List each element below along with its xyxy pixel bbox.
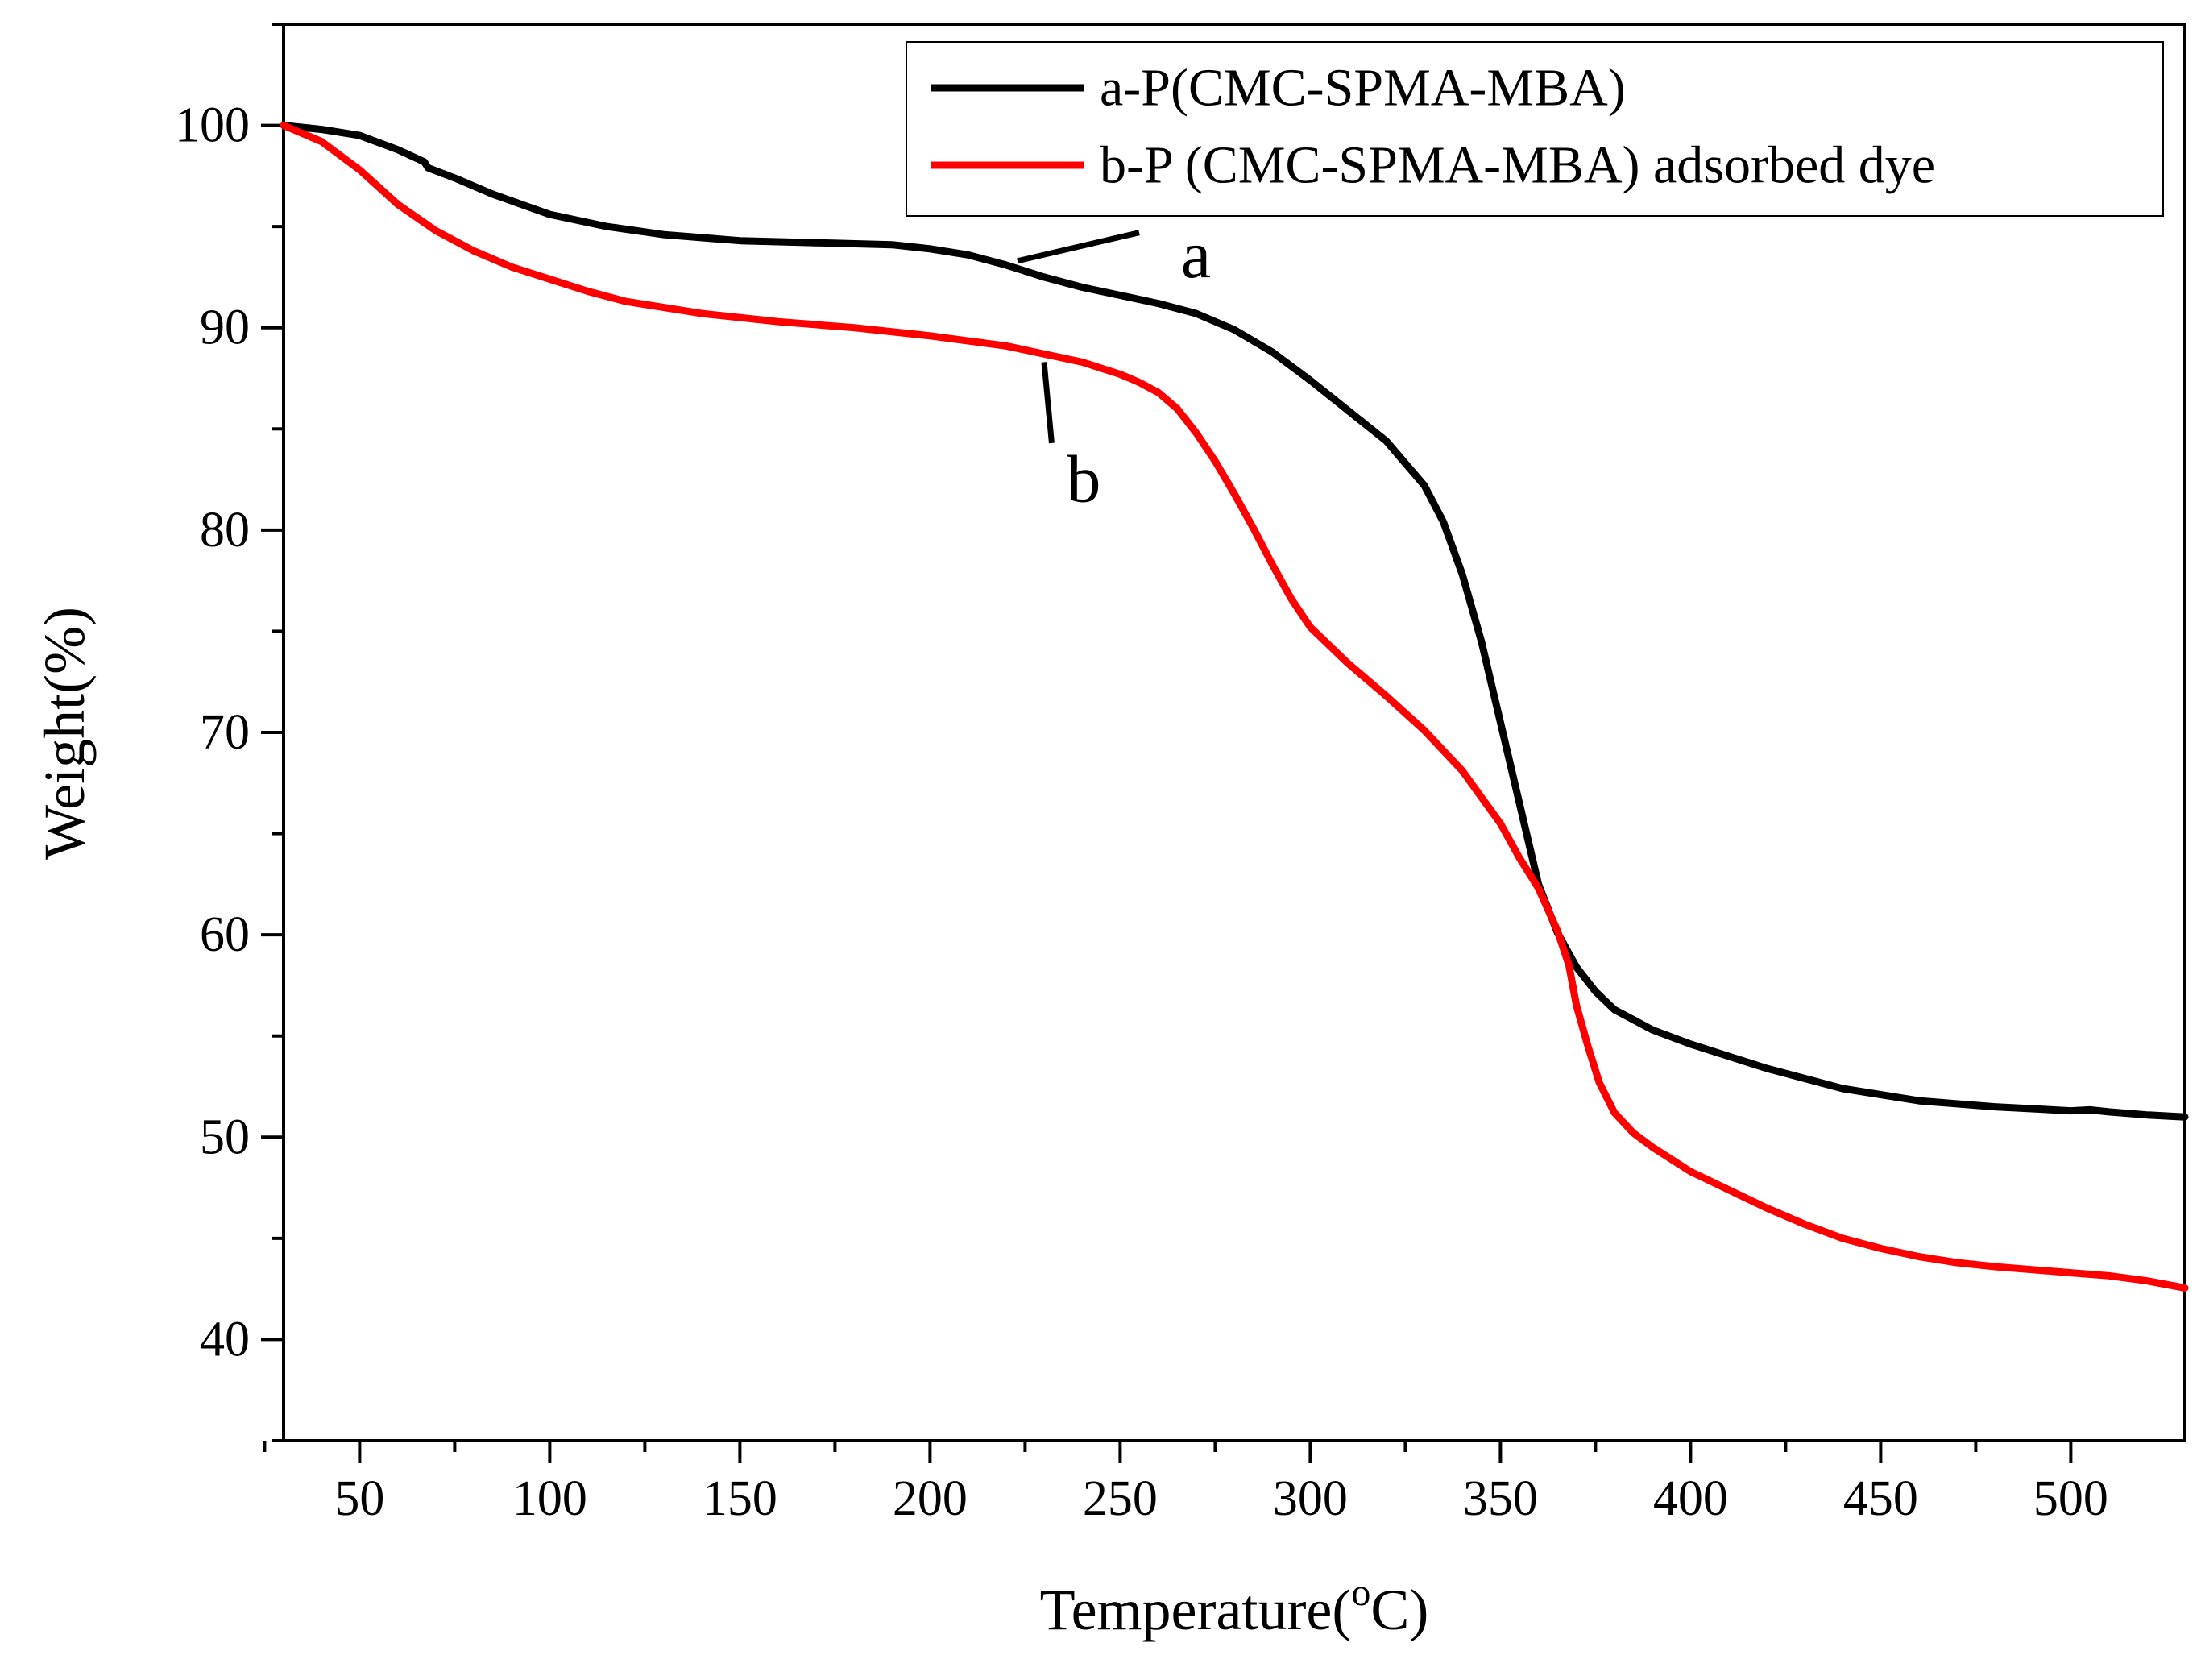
series-line-1 <box>280 122 2189 1292</box>
x-tick-label-450: 450 <box>1843 1471 1918 1526</box>
y-tick-label-70: 70 <box>200 705 250 760</box>
y-tick-label-40: 40 <box>200 1312 250 1367</box>
legend-box <box>906 41 2164 217</box>
curve-annotations: ab <box>1017 218 1211 517</box>
y-axis-label: Weight(%) <box>32 607 97 860</box>
data-series <box>280 122 2189 1292</box>
series-line-0 <box>280 122 2189 1121</box>
x-tick-label-300: 300 <box>1273 1471 1348 1526</box>
x-tick-label-150: 150 <box>703 1471 777 1526</box>
x-tick-label-50: 50 <box>334 1471 384 1526</box>
y-tick-label-50: 50 <box>200 1110 250 1164</box>
y-tick-label-60: 60 <box>200 907 250 962</box>
y-tick-label-90: 90 <box>200 301 250 355</box>
x-tick-label-250: 250 <box>1083 1471 1158 1526</box>
axis-ticks: 50 100 150 200 250 300 350 400 450 500 40 50 60 70 80 9… <box>175 23 2108 1526</box>
legend: a-P(CMC-SPMA-MBA) b-P (CMC-SPMA-MBA) ads… <box>906 41 2164 217</box>
y-tick-label-80: 80 <box>200 503 250 558</box>
annotation-pointer-a <box>1017 230 1140 264</box>
x-tick-label-200: 200 <box>893 1471 968 1526</box>
x-tick-label-350: 350 <box>1463 1471 1538 1526</box>
annotation-pointer-b <box>1041 362 1055 444</box>
y-tick-label-100: 100 <box>175 98 250 153</box>
plot-area: 50 100 150 200 250 300 350 400 450 500 40 50 60 70 80 9… <box>175 23 2189 1526</box>
annotation-label-a: a <box>1181 218 1211 292</box>
x-tick-label-500: 500 <box>2033 1471 2108 1526</box>
x-tick-label-400: 400 <box>1653 1471 1728 1526</box>
x-axis-label: Temperature(oC) <box>1040 1571 1429 1642</box>
legend-label-b: b-P (CMC-SPMA-MBA) adsorbed dye <box>1100 136 1935 195</box>
plot-frame <box>282 23 2186 1442</box>
legend-label-a: a-P(CMC-SPMA-MBA) <box>1100 59 1626 118</box>
x-tick-label-100: 100 <box>512 1471 587 1526</box>
annotation-label-b: b <box>1067 442 1100 517</box>
